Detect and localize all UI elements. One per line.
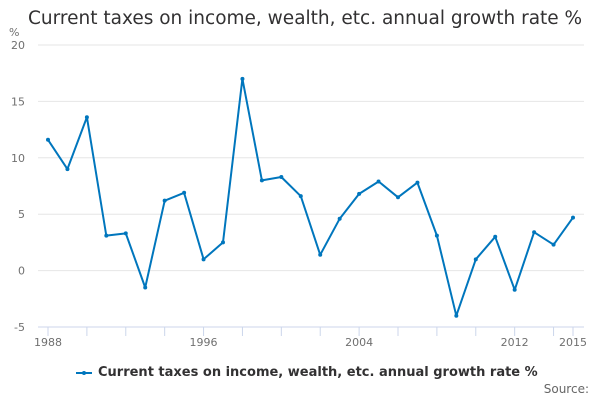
data-point[interactable]: [376, 179, 381, 184]
x-tick-label: 2015: [559, 336, 587, 349]
data-point[interactable]: [396, 195, 400, 200]
data-point[interactable]: [65, 167, 70, 172]
x-tick-label: 2012: [501, 336, 529, 349]
data-point[interactable]: [473, 257, 478, 262]
data-point[interactable]: [512, 287, 517, 292]
data-point[interactable]: [259, 178, 264, 183]
chart-title: Current taxes on income, wealth, etc. an…: [28, 8, 583, 29]
data-point[interactable]: [357, 191, 362, 196]
data-point[interactable]: [434, 233, 439, 238]
y-tick-label: 0: [18, 265, 25, 278]
data-point[interactable]: [162, 198, 167, 203]
data-point[interactable]: [493, 234, 498, 239]
data-point[interactable]: [551, 242, 556, 247]
y-tick-label: 20: [11, 39, 25, 52]
data-point[interactable]: [240, 76, 245, 81]
data-point[interactable]: [279, 174, 284, 179]
data-point[interactable]: [84, 115, 89, 120]
x-tick-label: 2004: [345, 336, 373, 349]
legend-label: Current taxes on income, wealth, etc. an…: [98, 365, 538, 380]
y-tick-label: 5: [18, 208, 25, 221]
source-label: Source:: [543, 382, 589, 396]
data-point[interactable]: [318, 252, 323, 257]
data-point[interactable]: [123, 231, 128, 236]
data-point[interactable]: [532, 230, 537, 235]
data-point[interactable]: [201, 257, 206, 262]
data-point[interactable]: [143, 285, 148, 290]
legend-line-marker-icon: [76, 370, 92, 376]
data-point[interactable]: [454, 313, 459, 318]
y-axis-unit: %: [9, 26, 20, 39]
series-line[interactable]: [47, 77, 574, 317]
legend[interactable]: Current taxes on income, wealth, etc. an…: [76, 365, 538, 380]
x-tick-label: 1988: [34, 336, 62, 349]
data-point[interactable]: [221, 240, 225, 245]
data-point[interactable]: [337, 216, 342, 221]
y-tick-label: 15: [11, 95, 25, 108]
data-point[interactable]: [182, 190, 187, 195]
data-point[interactable]: [571, 215, 575, 220]
data-point[interactable]: [415, 180, 420, 185]
data-point[interactable]: [46, 137, 50, 142]
data-point[interactable]: [104, 233, 109, 238]
y-tick-label: -5: [14, 321, 25, 334]
y-tick-label: 10: [11, 152, 25, 165]
data-point[interactable]: [298, 194, 303, 199]
x-tick-label: 1996: [190, 336, 218, 349]
